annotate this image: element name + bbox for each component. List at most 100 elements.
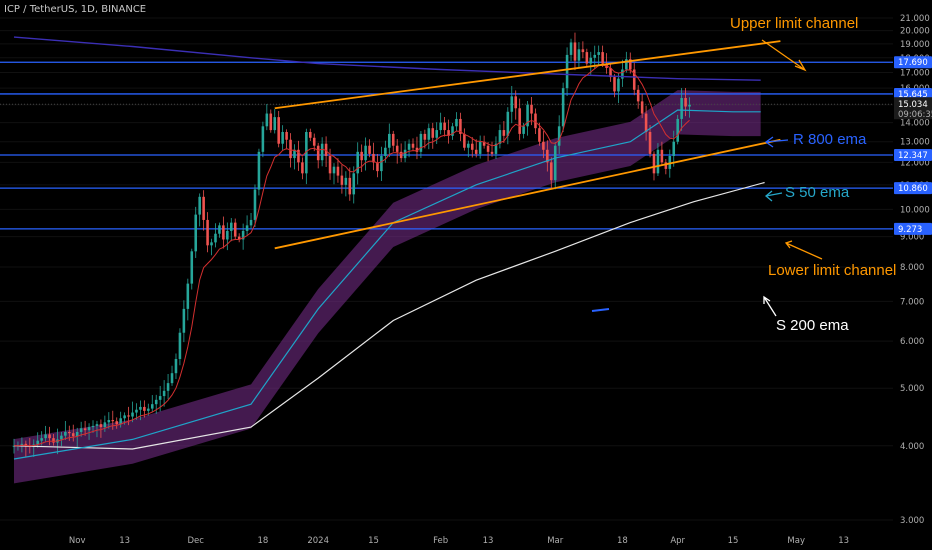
candle-body [423, 133, 427, 140]
candle-body [427, 128, 431, 140]
candle-body [119, 418, 122, 425]
channel-lower-line [274, 138, 781, 250]
candle-body [684, 98, 687, 107]
marker-dash [591, 308, 610, 312]
candle-body [538, 128, 541, 142]
candle-body [565, 54, 569, 89]
level-badge [894, 182, 932, 195]
candle-body [636, 89, 640, 102]
level-badge [894, 222, 932, 235]
candle-body [656, 149, 660, 174]
last-price-label: 15.034 [898, 100, 928, 110]
level-badge-label: 9.273 [898, 225, 922, 235]
annotation-arrow [763, 295, 777, 317]
candle-body [534, 113, 537, 129]
price-tick-label: 21.000 [900, 14, 930, 24]
time-tick-label: 18 [257, 536, 268, 546]
candle-body [139, 406, 142, 410]
price-axis[interactable]: 21.00020.00019.00018.00017.00016.00015.0… [894, 14, 932, 526]
annotation-label: Lower limit channel [768, 262, 896, 279]
candle-body [340, 175, 344, 185]
candle-body [482, 141, 486, 146]
price-tick-label: 6.000 [900, 337, 924, 347]
candle-body [150, 404, 154, 409]
candle-body [680, 98, 683, 119]
price-tick-label: 9.000 [900, 233, 924, 243]
candle-body [249, 219, 253, 226]
candle-body [514, 96, 518, 109]
candle-body [218, 225, 221, 234]
time-tick-label: Mar [547, 536, 564, 546]
candle-body [668, 155, 672, 169]
candle-body [79, 428, 83, 432]
candle-body [71, 433, 75, 437]
candle-body [190, 251, 194, 284]
price-tick-label: 4.000 [900, 442, 924, 452]
candle-body [621, 69, 624, 79]
price-tick-label: 20.000 [900, 27, 930, 37]
candle-body [293, 149, 296, 159]
annotations: Upper limit channel R 800 ema S 50 ema Lowe… [591, 15, 896, 334]
candle-body [490, 151, 494, 154]
candle-body [75, 431, 79, 437]
candle-body [360, 151, 363, 161]
candle-body [617, 78, 620, 92]
candle-body [253, 189, 257, 220]
candle-body [60, 435, 63, 440]
candle-body [233, 222, 237, 237]
candle-body [609, 68, 612, 78]
annotation-label: R 800 ema [793, 131, 867, 148]
candle-body [324, 143, 328, 156]
time-tick-label: Apr [670, 536, 685, 546]
time-tick-label: 2024 [307, 536, 329, 546]
annotation-label: S 50 ema [785, 184, 850, 201]
level-badge-label: 15.645 [898, 90, 928, 100]
candle-body [585, 52, 589, 64]
candle-body [210, 242, 213, 246]
ema-fast-line [13, 64, 690, 447]
ema-800-line [13, 36, 761, 81]
candle-body [87, 427, 91, 431]
time-tick-label: 13 [483, 536, 494, 546]
time-tick-label: Feb [433, 536, 448, 546]
time-tick-label: Dec [187, 536, 204, 546]
ema-lines [13, 36, 765, 460]
candle-body [182, 308, 186, 333]
candle-body [166, 383, 170, 391]
candle-body [281, 131, 284, 144]
level-badge [894, 56, 932, 69]
candle-body [553, 145, 557, 181]
candle-body [672, 141, 676, 156]
candle-body [103, 422, 107, 428]
candle-body [305, 131, 308, 174]
candle-body [557, 126, 561, 146]
candle-body [20, 443, 24, 446]
symbol-title: ICP / TetherUS, 1D, BINANCE [4, 4, 147, 15]
time-axis[interactable]: Nov 13 Dec 18 2024 15 Feb 13 Mar 18 Apr 15 May 13 [69, 536, 849, 546]
candle-body [403, 149, 407, 159]
price-tick-label: 12.000 [900, 158, 930, 168]
channel-upper-line [274, 40, 781, 110]
candle-body [170, 373, 174, 384]
candle-body [158, 396, 162, 400]
ema-200-line [13, 181, 765, 450]
candle-body [289, 139, 292, 159]
candle-body [226, 230, 229, 240]
candle-body [83, 428, 87, 431]
candle-body [312, 137, 316, 146]
candle-body [301, 162, 304, 174]
candle-body [589, 57, 593, 64]
ema-cloud-band [14, 90, 761, 484]
candle-body [443, 122, 446, 131]
candle-body [467, 143, 470, 148]
candle-body [486, 145, 490, 152]
candle-body [384, 147, 387, 156]
annotation-arrow [764, 136, 789, 148]
candle-body [676, 118, 679, 142]
price-tick-label: 17.000 [900, 69, 930, 79]
candle-body [380, 155, 383, 172]
candle-body [64, 431, 67, 436]
level-badge-label: 10.860 [898, 184, 928, 194]
candle-body [202, 196, 205, 220]
